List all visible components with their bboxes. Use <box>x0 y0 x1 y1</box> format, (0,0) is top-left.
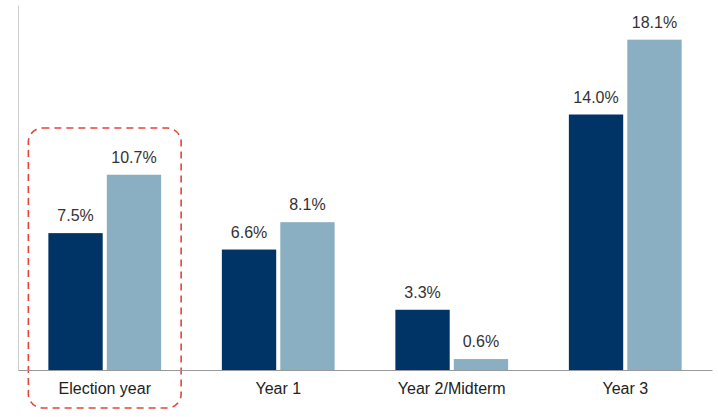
bars <box>48 40 681 370</box>
bar <box>48 233 102 370</box>
data-label: 14.0% <box>573 89 618 106</box>
x-tick-label: Year 3 <box>602 380 648 397</box>
x-axis-line <box>19 370 713 371</box>
bar <box>222 250 276 370</box>
bar <box>569 115 623 371</box>
data-label: 8.1% <box>289 196 325 213</box>
y-axis <box>18 6 19 371</box>
x-tick-label: Year 2/Midterm <box>398 380 506 397</box>
x-tick: Year 2/Midterm <box>398 380 506 397</box>
data-label: 3.3% <box>404 284 440 301</box>
bar <box>454 359 508 370</box>
x-tick-label: Year 1 <box>255 380 301 397</box>
data-label: 0.6% <box>463 333 499 350</box>
x-tick: Election year <box>59 380 152 397</box>
bar <box>280 222 334 370</box>
data-label: 6.6% <box>231 224 267 241</box>
bar <box>107 175 161 370</box>
highlight-box <box>28 128 181 408</box>
bar <box>627 40 681 370</box>
data-labels: 7.5% 6.6% 3.3% 14.0% 10.7% 8.1% 0.6% 18.1% <box>57 14 677 350</box>
x-tick: Year 1 <box>255 380 301 397</box>
x-axis: Election year Year 1 Year 2/Midterm Year 3 <box>19 371 713 398</box>
data-label: 7.5% <box>57 207 93 224</box>
data-label: 10.7% <box>111 149 156 166</box>
data-label: 18.1% <box>632 14 677 31</box>
chart: 7.5% 6.6% 3.3% 14.0% 10.7% 8.1% 0.6% 18.1% Elect… <box>0 0 718 417</box>
x-tick-label: Election year <box>59 380 152 397</box>
bar <box>395 310 449 370</box>
x-tick: Year 3 <box>602 380 648 397</box>
y-axis-line <box>18 6 19 371</box>
